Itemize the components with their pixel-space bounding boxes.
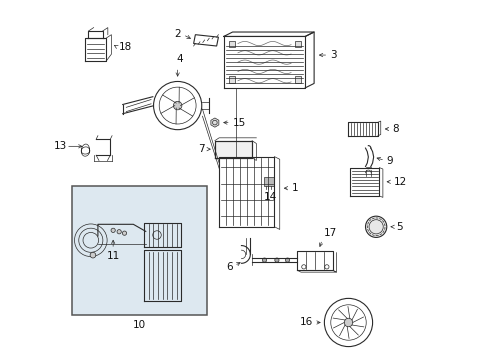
Text: 3: 3 bbox=[330, 50, 337, 60]
Text: 2: 2 bbox=[174, 28, 181, 39]
Text: 16: 16 bbox=[299, 318, 313, 328]
Text: 8: 8 bbox=[392, 124, 399, 134]
Circle shape bbox=[122, 231, 126, 235]
Circle shape bbox=[90, 252, 96, 258]
Circle shape bbox=[173, 101, 182, 110]
Circle shape bbox=[285, 258, 290, 262]
Text: 18: 18 bbox=[119, 42, 132, 52]
Polygon shape bbox=[211, 118, 219, 127]
Circle shape bbox=[111, 228, 115, 233]
Text: 11: 11 bbox=[106, 251, 120, 261]
Text: 13: 13 bbox=[54, 141, 67, 151]
Circle shape bbox=[344, 318, 353, 327]
Bar bbox=[229, 76, 235, 82]
Text: 1: 1 bbox=[292, 183, 298, 193]
Text: 5: 5 bbox=[396, 222, 403, 232]
Text: 17: 17 bbox=[324, 228, 337, 238]
Text: 15: 15 bbox=[233, 118, 246, 127]
Bar bbox=[264, 177, 274, 186]
Text: 9: 9 bbox=[387, 156, 393, 166]
Text: 10: 10 bbox=[133, 320, 146, 330]
Circle shape bbox=[262, 258, 267, 262]
Text: 7: 7 bbox=[197, 144, 204, 154]
Bar bbox=[215, 141, 252, 158]
Circle shape bbox=[117, 230, 122, 234]
Circle shape bbox=[366, 216, 387, 238]
Bar bbox=[294, 41, 301, 47]
Bar bbox=[229, 41, 235, 47]
Text: 4: 4 bbox=[176, 54, 183, 64]
Text: 6: 6 bbox=[226, 262, 233, 272]
Bar bbox=[294, 76, 301, 82]
Circle shape bbox=[275, 258, 279, 262]
Text: 14: 14 bbox=[264, 192, 277, 202]
Text: 12: 12 bbox=[393, 177, 407, 187]
Bar bbox=[72, 186, 207, 315]
